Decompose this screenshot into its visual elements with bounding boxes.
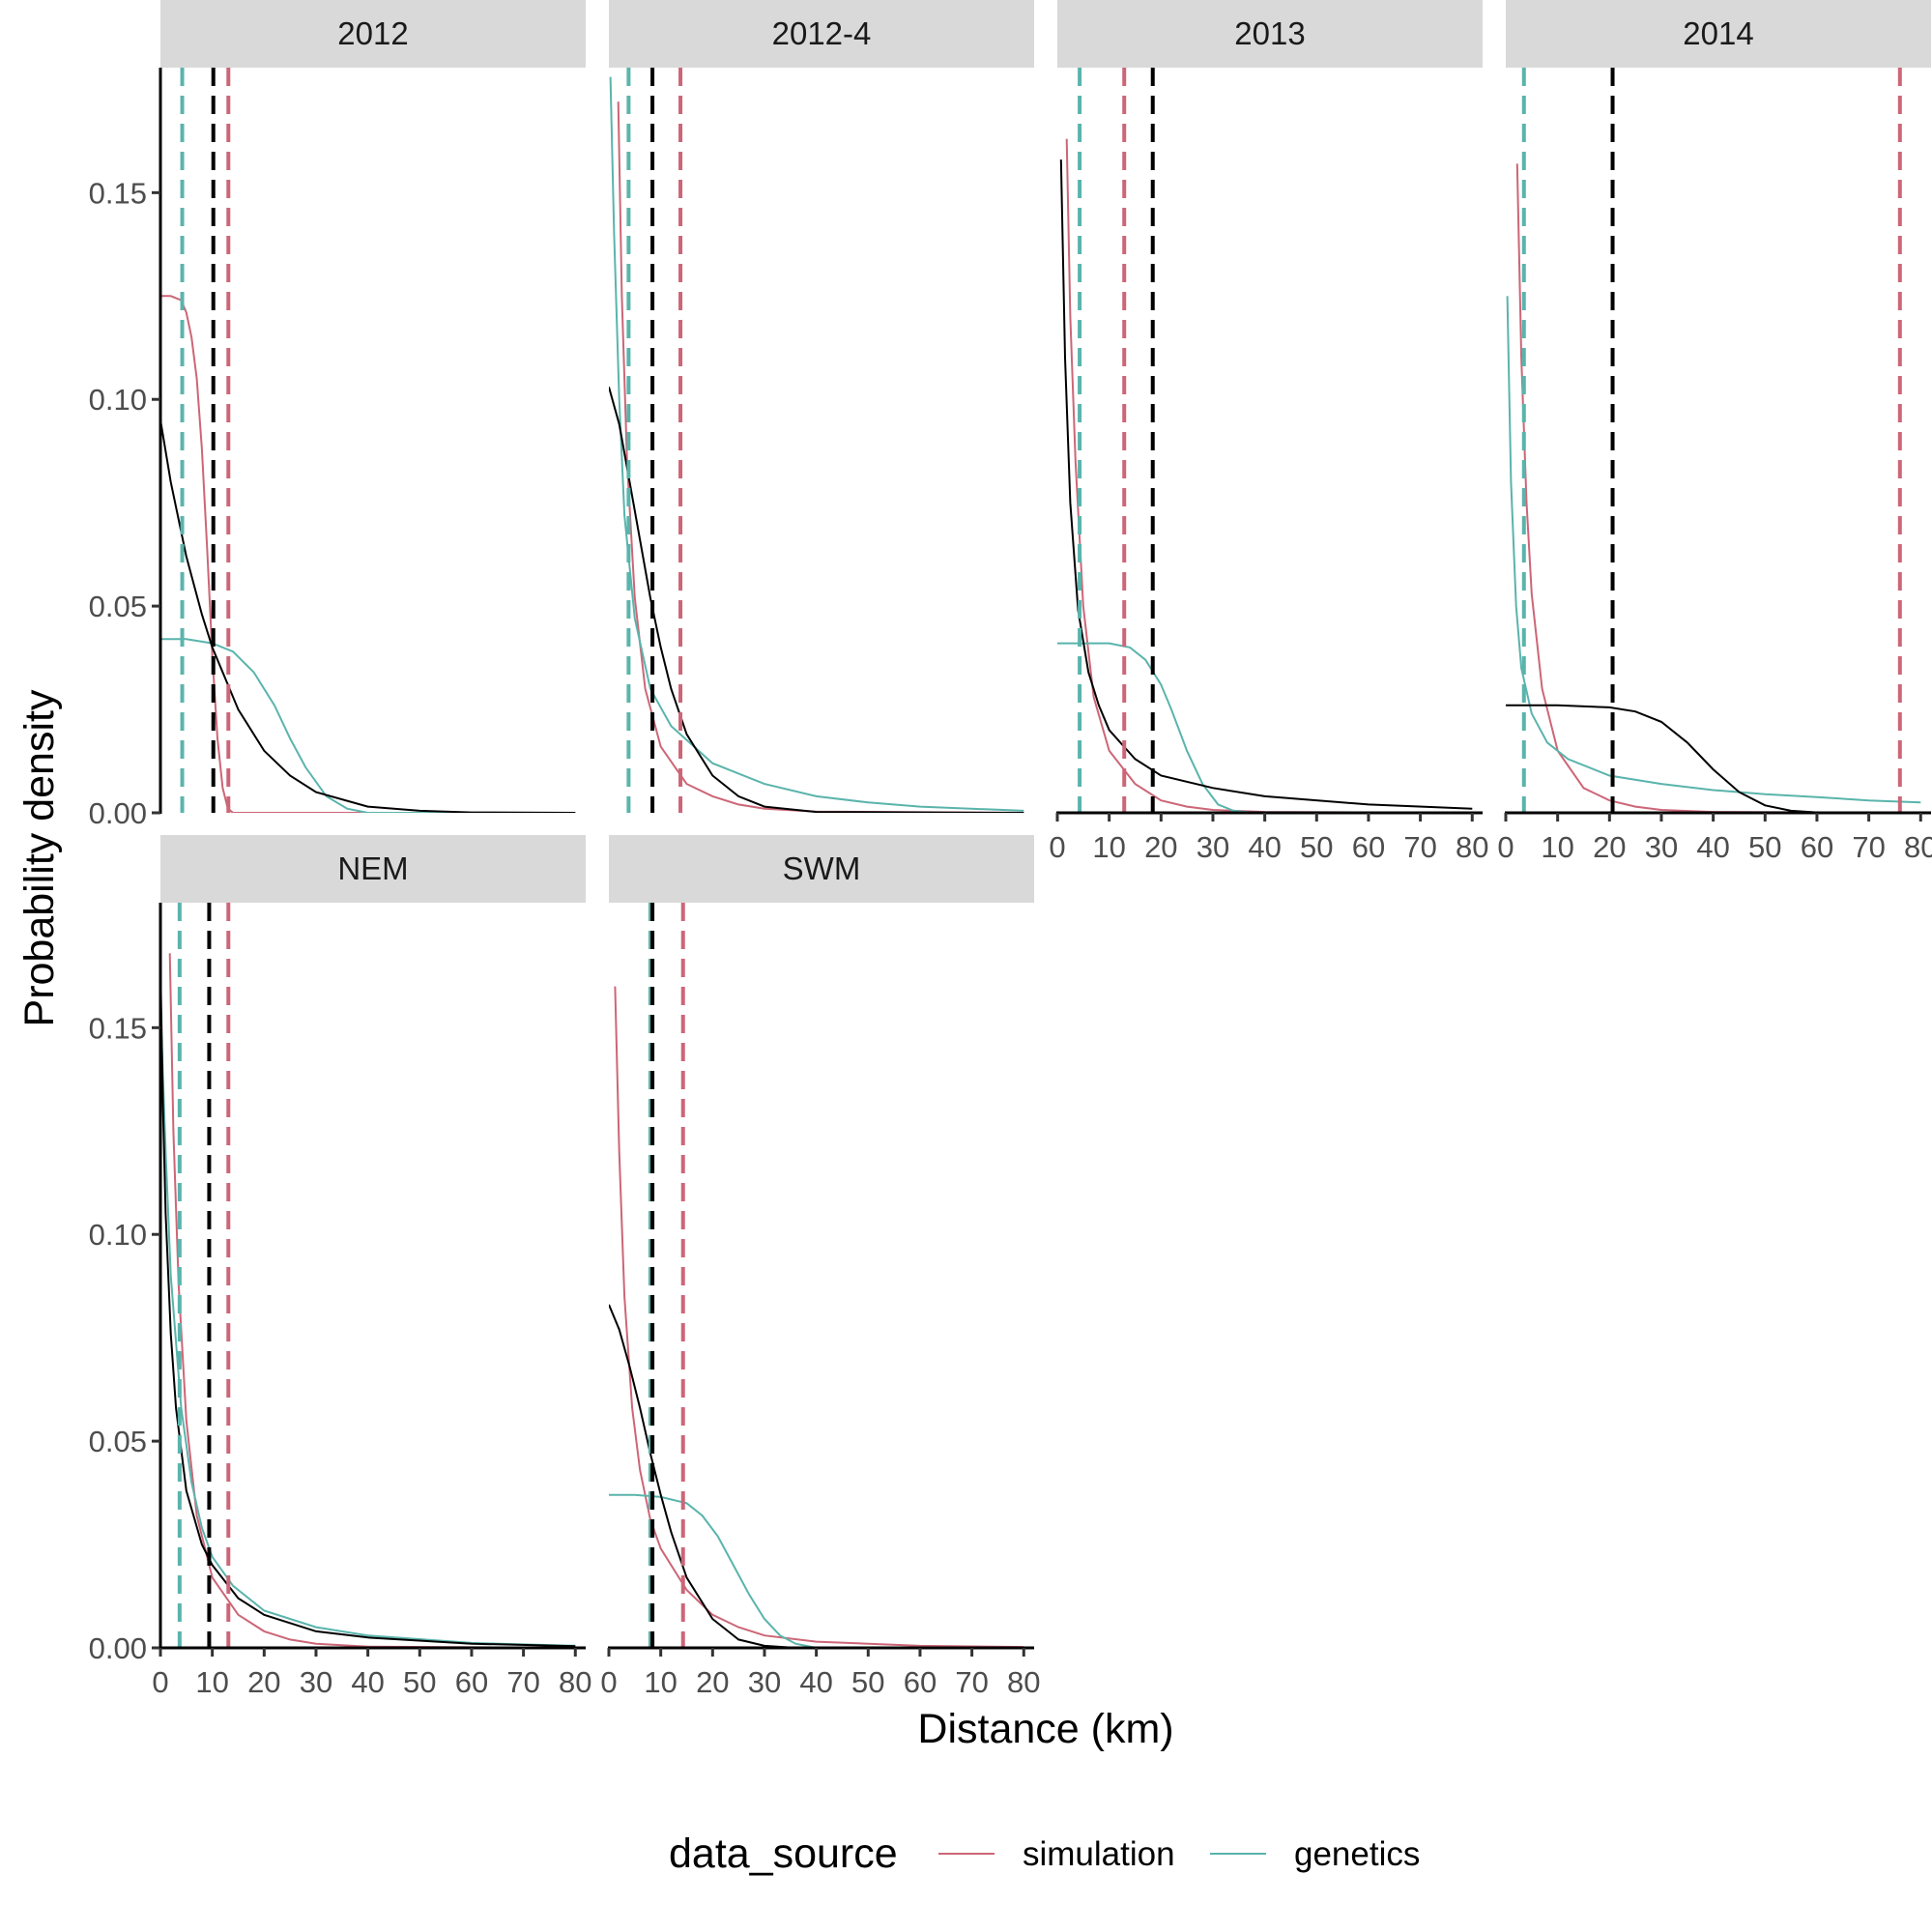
x-tick-label: 30	[1645, 830, 1678, 864]
strip-label: 2012-4	[772, 15, 872, 51]
x-tick-label: 40	[351, 1665, 384, 1699]
x-tick-label: 60	[455, 1665, 488, 1699]
legend-label-genetics: genetics	[1294, 1835, 1420, 1873]
x-tick-label: 30	[1197, 830, 1229, 864]
x-tick-label: 10	[195, 1665, 228, 1699]
strip-label: 2012	[337, 15, 408, 51]
y-tick-label: 0.00	[89, 796, 147, 830]
density-curve	[160, 1006, 576, 1647]
x-tick-label: 80	[1456, 830, 1488, 864]
strip-background	[1057, 0, 1483, 68]
strip-background	[1506, 0, 1931, 68]
strip-background	[609, 835, 1034, 903]
x-tick-label: 80	[559, 1665, 591, 1699]
density-curve	[1506, 296, 1921, 804]
density-curve	[160, 966, 576, 1648]
panel-2012: 2012 0.00 0.05 0.10 0.15	[89, 0, 586, 830]
density-curve	[614, 986, 1024, 1648]
density-curve	[609, 76, 1024, 812]
x-tick-label: 40	[1248, 830, 1281, 864]
x-tick-label: 30	[300, 1665, 332, 1699]
strip-background	[609, 0, 1034, 68]
y-tick-label: 0.05	[89, 590, 147, 623]
strip-label: NEM	[337, 851, 408, 886]
plot-area	[1057, 68, 1473, 813]
x-tick-label: 0	[600, 1665, 617, 1699]
x-tick-label: 50	[851, 1665, 884, 1699]
x-tick-label: 10	[644, 1665, 677, 1699]
x-tick-label: 80	[1904, 830, 1932, 864]
x-tick-label: 70	[955, 1665, 988, 1699]
density-curve	[1059, 159, 1473, 810]
x-tick-label: 0	[1497, 830, 1514, 864]
y-tick-label: 0.00	[89, 1631, 147, 1665]
density-curve	[160, 419, 576, 813]
x-tick-label: 10	[1541, 830, 1573, 864]
density-curve	[1515, 163, 1921, 813]
panel-nem: NEM 0.00 0.05 0.10 0.15 0 10 20 30 40 50 60 70 80	[89, 835, 592, 1699]
x-tick-label: 50	[403, 1665, 436, 1699]
x-tick-label: 0	[152, 1665, 168, 1699]
strip-label: SWM	[783, 851, 861, 886]
x-axis-title: Distance (km)	[917, 1706, 1173, 1752]
strip-label: 2014	[1683, 15, 1753, 51]
x-tick-label: 60	[904, 1665, 937, 1699]
x-tick-label: 80	[1007, 1665, 1040, 1699]
legend: data_source simulation genetics	[669, 1831, 1420, 1877]
strip-background	[160, 0, 586, 68]
panel-2012-4: 2012-4	[609, 0, 1034, 813]
x-tick-label: 50	[1300, 830, 1333, 864]
x-tick-label: 70	[506, 1665, 539, 1699]
x-tick-label: 40	[799, 1665, 832, 1699]
density-curve	[609, 1493, 1024, 1648]
density-curve	[609, 1304, 1024, 1648]
strip-background	[160, 835, 586, 903]
panels-layer: 2012 0.00 0.05 0.10 0.15 2012-4 2013 0 10 20 30 40 5…	[89, 0, 1932, 1699]
y-tick-label: 0.15	[89, 176, 147, 210]
plot-area	[160, 903, 576, 1648]
y-tick-label: 0.10	[89, 383, 147, 417]
x-tick-label: 10	[1092, 830, 1125, 864]
plot-area	[1506, 68, 1921, 813]
x-tick-label: 70	[1403, 830, 1436, 864]
x-tick-label: 40	[1696, 830, 1729, 864]
y-tick-label: 0.05	[89, 1425, 147, 1458]
x-tick-label: 70	[1852, 830, 1885, 864]
panel-swm: SWM 0 10 20 30 40 50 60 70 80	[600, 835, 1041, 1699]
density-curve	[1065, 138, 1473, 813]
panel-2014: 2014 0 10 20 30 40 50 60 70 80	[1497, 0, 1932, 864]
density-curve	[609, 387, 1024, 813]
x-tick-label: 0	[1049, 830, 1065, 864]
x-tick-label: 20	[247, 1665, 280, 1699]
density-curve	[1057, 642, 1473, 813]
y-tick-label: 0.15	[89, 1011, 147, 1045]
y-axis-title: Probability density	[16, 689, 63, 1026]
legend-label-simulation: simulation	[1023, 1835, 1175, 1873]
plot-area	[609, 68, 1024, 813]
plot-area	[609, 903, 1024, 1648]
panel-2013: 2013 0 10 20 30 40 50 60 70 80	[1049, 0, 1489, 864]
x-tick-label: 20	[1593, 830, 1626, 864]
x-tick-label: 50	[1748, 830, 1781, 864]
density-curve	[617, 101, 1024, 813]
x-tick-label: 20	[1144, 830, 1177, 864]
y-tick-label: 0.10	[89, 1218, 147, 1252]
x-tick-label: 30	[748, 1665, 781, 1699]
x-tick-label: 60	[1801, 830, 1833, 864]
plot-area	[160, 68, 576, 813]
legend-title: data_source	[669, 1831, 898, 1877]
x-tick-label: 60	[1352, 830, 1385, 864]
density-curve	[168, 953, 576, 1648]
density-curve	[160, 295, 576, 813]
strip-label: 2013	[1234, 15, 1305, 51]
x-tick-label: 20	[696, 1665, 729, 1699]
